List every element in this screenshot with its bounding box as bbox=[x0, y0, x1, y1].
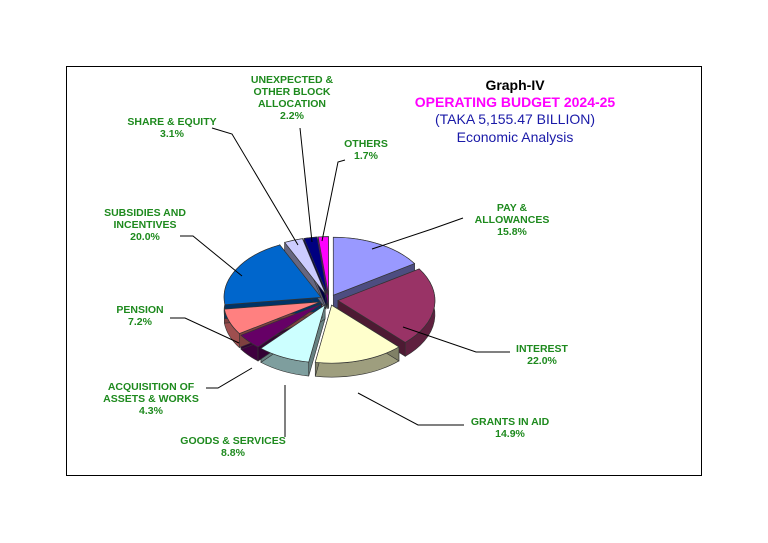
slice-label-1: INTEREST 22.0% bbox=[516, 343, 569, 367]
pie-slice-0 bbox=[332, 236, 416, 296]
slice-label-7: SHARE & EQUITY 3.1% bbox=[127, 116, 216, 140]
leader-line-0 bbox=[371, 217, 464, 250]
leader-line-4 bbox=[206, 367, 253, 389]
leader-line-5 bbox=[170, 317, 240, 344]
slice-label-2: GRANTS IN AID 14.9% bbox=[471, 416, 550, 440]
leader-line-6 bbox=[180, 235, 243, 277]
leader-line-8 bbox=[299, 127, 313, 243]
leader-line-7 bbox=[211, 127, 299, 246]
pie-slice-2 bbox=[314, 304, 400, 364]
slice-label-5: PENSION 7.2% bbox=[116, 304, 163, 328]
slice-label-0: PAY & ALLOWANCES 15.8% bbox=[475, 202, 550, 238]
chart-title: OPERATING BUDGET 2024-25 bbox=[414, 94, 616, 110]
leader-line-1 bbox=[402, 326, 510, 353]
graph-number: Graph-IV bbox=[485, 77, 545, 93]
chart-subtitle-total: (TAKA 5,155.47 BILLION) bbox=[434, 111, 596, 127]
pie-tops bbox=[223, 236, 436, 364]
pie-slice-1 bbox=[337, 268, 436, 343]
slice-label-9: OTHERS 1.7% bbox=[344, 138, 388, 162]
pie-slice-5 bbox=[223, 301, 321, 334]
leader-line-9 bbox=[321, 159, 346, 242]
slice-label-8: UNEXPECTED & OTHER BLOCK ALLOCATION 2.2% bbox=[251, 74, 334, 122]
leader-line-2 bbox=[357, 392, 464, 426]
pie-slice-7 bbox=[284, 238, 327, 296]
slice-label-3: GOODS & SERVICES 8.8% bbox=[180, 435, 285, 459]
pie-slice-8 bbox=[303, 236, 328, 295]
slice-label-6: SUBSIDIES AND INCENTIVES 20.0% bbox=[104, 207, 186, 243]
slice-label-4: ACQUISITION OF ASSETS & WORKS 4.3% bbox=[103, 381, 199, 417]
pie-slice-6 bbox=[223, 244, 322, 306]
pie-slice-3 bbox=[260, 304, 326, 363]
chart-subtitle-analysis: Economic Analysis bbox=[456, 129, 574, 145]
pie-slice-4 bbox=[240, 303, 323, 348]
